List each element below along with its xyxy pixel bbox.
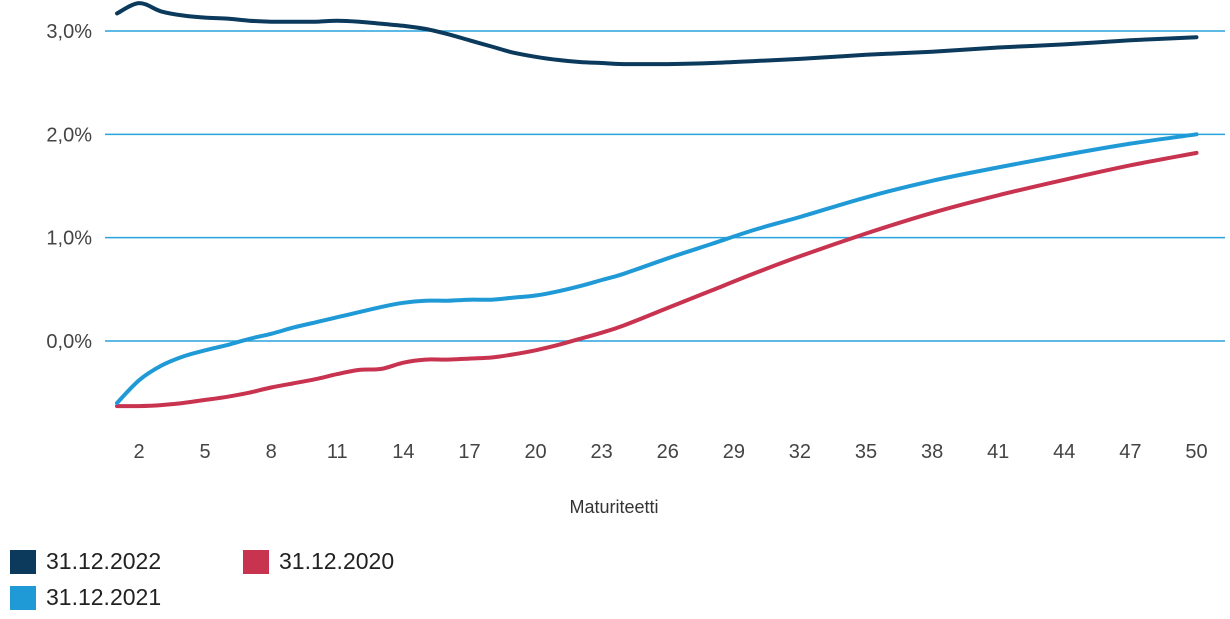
x-tick-label: 41	[987, 441, 1009, 463]
x-tick-label: 50	[1185, 441, 1207, 463]
gridlines	[105, 30, 1225, 342]
y-tick-label: 1,0%	[46, 228, 92, 250]
legend-label-2021: 31.12.2021	[46, 584, 162, 610]
y-axis-ticks: 0,0% 1,0% 2,0% 3,0%	[46, 21, 92, 353]
series-lines	[115, 1, 1199, 409]
x-tick-label: 23	[591, 441, 613, 463]
x-tick-label: 38	[921, 441, 943, 463]
legend-item-2022[interactable]: 31.12.2022	[10, 548, 161, 575]
x-tick-label: 26	[657, 441, 679, 463]
legend-label-2022: 31.12.2022	[46, 548, 162, 574]
x-tick-label: 44	[1053, 441, 1075, 463]
x-axis-ticks: 2 5 8 11 14 17 20 23 26 29 32 35 38 41 44 47 50	[133, 441, 1207, 463]
x-tick-label: 20	[524, 441, 546, 463]
x-tick-label: 14	[392, 441, 414, 463]
x-tick-label: 5	[200, 441, 211, 463]
series-line-31-12-2021	[115, 132, 1199, 405]
y-tick-label: 3,0%	[46, 21, 92, 43]
series-line-31-12-2022	[115, 1, 1199, 67]
x-tick-label: 35	[855, 441, 877, 463]
x-tick-label: 32	[789, 441, 811, 463]
legend-item-2020[interactable]: 31.12.2020	[243, 548, 394, 575]
x-tick-label: 17	[458, 441, 480, 463]
legend-swatch-2022	[10, 549, 36, 574]
x-tick-label: 29	[723, 441, 745, 463]
legend-item-2021[interactable]: 31.12.2021	[10, 584, 161, 611]
x-tick-label: 2	[133, 441, 144, 463]
series-line-31-12-2020	[115, 150, 1199, 409]
x-tick-label: 11	[327, 441, 348, 463]
x-axis-title: Maturiteetti	[569, 497, 658, 517]
legend-swatch-2020	[243, 549, 269, 574]
y-tick-label: 2,0%	[46, 124, 92, 146]
y-tick-label: 0,0%	[46, 331, 92, 353]
legend-label-2020: 31.12.2020	[279, 548, 395, 574]
legend: 31.12.2022 31.12.2020 31.12.2021	[10, 548, 510, 618]
x-tick-label: 47	[1119, 441, 1141, 463]
x-tick-label: 8	[266, 441, 277, 463]
legend-swatch-2021	[10, 585, 36, 610]
